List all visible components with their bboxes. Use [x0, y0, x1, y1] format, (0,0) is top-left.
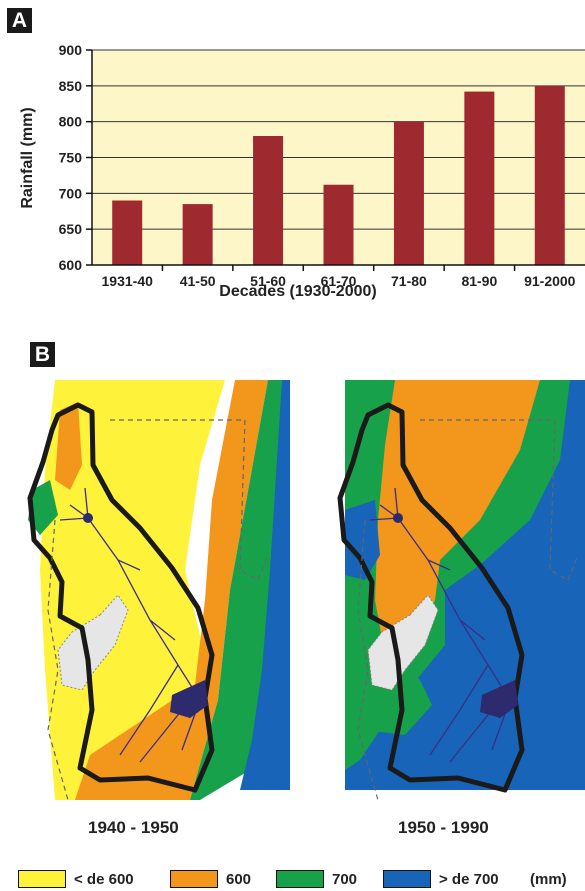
bar-41-50: [182, 204, 213, 265]
y-tick-label: 900: [59, 42, 83, 58]
legend-label-600: 600: [226, 871, 252, 888]
y-tick-label: 750: [59, 150, 83, 166]
legend-label-700: 700: [332, 871, 358, 888]
map-left-orange-zone: [75, 380, 268, 800]
rainfall-bar-chart: 600 650 700 750 800 850 900 1931-40 41-50 51-60 6…: [19, 42, 585, 300]
y-tick-label: 650: [59, 221, 83, 237]
color-legend: < de 600 600 700 > de 700 (mm): [18, 868, 583, 890]
bar-61-70: [323, 184, 354, 265]
map-left-orange-patch: [55, 402, 82, 490]
x-tick-label: 91-2000: [524, 273, 576, 289]
legend-unit: (mm): [530, 871, 567, 888]
legend-swatch-600: [170, 870, 218, 888]
y-tick-label: 600: [59, 257, 83, 273]
legend-swatch-lt600: [18, 870, 66, 888]
rainfall-maps: [27, 380, 585, 801]
panel-b-label: B: [30, 342, 55, 367]
x-tick-label: 51-60: [250, 273, 286, 289]
x-tick-label: 81-90: [461, 273, 497, 289]
y-tick-label: 850: [59, 78, 83, 94]
map-left-green-patch: [28, 480, 58, 535]
map-left-lake: [83, 513, 93, 523]
x-axis-ticks: 1931-40 41-50 51-60 61-70 71-80 81-90 91-2000: [102, 265, 576, 289]
map-1940-1950: [27, 380, 290, 801]
bars: [112, 85, 565, 266]
x-tick-label: 1931-40: [102, 273, 154, 289]
map-1950-1990: [337, 380, 585, 801]
x-tick-label: 61-70: [321, 273, 357, 289]
x-axis-label: Decades (1930-2000): [219, 283, 376, 300]
bar-81-90: [464, 91, 495, 265]
y-axis-label: Rainfall (mm): [19, 107, 36, 208]
legend-swatch-700: [276, 870, 324, 888]
map-right-stippled-area: [367, 594, 439, 691]
map-right-lake: [393, 513, 403, 523]
bar-1931-40: [112, 200, 143, 265]
map-left-caption: 1940 - 1950: [88, 818, 179, 837]
map-right-rivers: [369, 487, 511, 763]
map-left-blue-zone: [240, 380, 290, 790]
y-tick-label: 800: [59, 114, 83, 130]
bar-51-60: [253, 136, 284, 265]
map-right-basin-outline: [337, 402, 525, 793]
bar-71-80: [393, 121, 424, 266]
y-tick-label: 700: [59, 185, 83, 201]
map-left-stippled-area: [57, 594, 129, 691]
legend-label-lt600: < de 600: [74, 871, 134, 888]
x-tick-label: 71-80: [391, 273, 427, 289]
map-right-caption: 1950 - 1990: [398, 818, 489, 837]
legend-swatch-gt700: [383, 870, 431, 888]
y-axis-ticks: 600 650 700 750 800 850 900: [59, 42, 92, 273]
map-right-orange-zone: [375, 380, 540, 655]
legend-label-gt700: > de 700: [439, 871, 499, 888]
map-right-border: [357, 419, 579, 801]
map-left-reservoir: [170, 680, 208, 718]
map-right-reservoir: [480, 680, 518, 718]
map-left-border: [47, 419, 269, 801]
gridlines: [92, 49, 585, 230]
bar-91-2000: [534, 85, 565, 265]
x-tick-label: 41-50: [180, 273, 216, 289]
panel-a-label: A: [7, 8, 32, 33]
map-left-rivers: [59, 487, 201, 763]
map-left-basin-outline: [27, 402, 215, 793]
